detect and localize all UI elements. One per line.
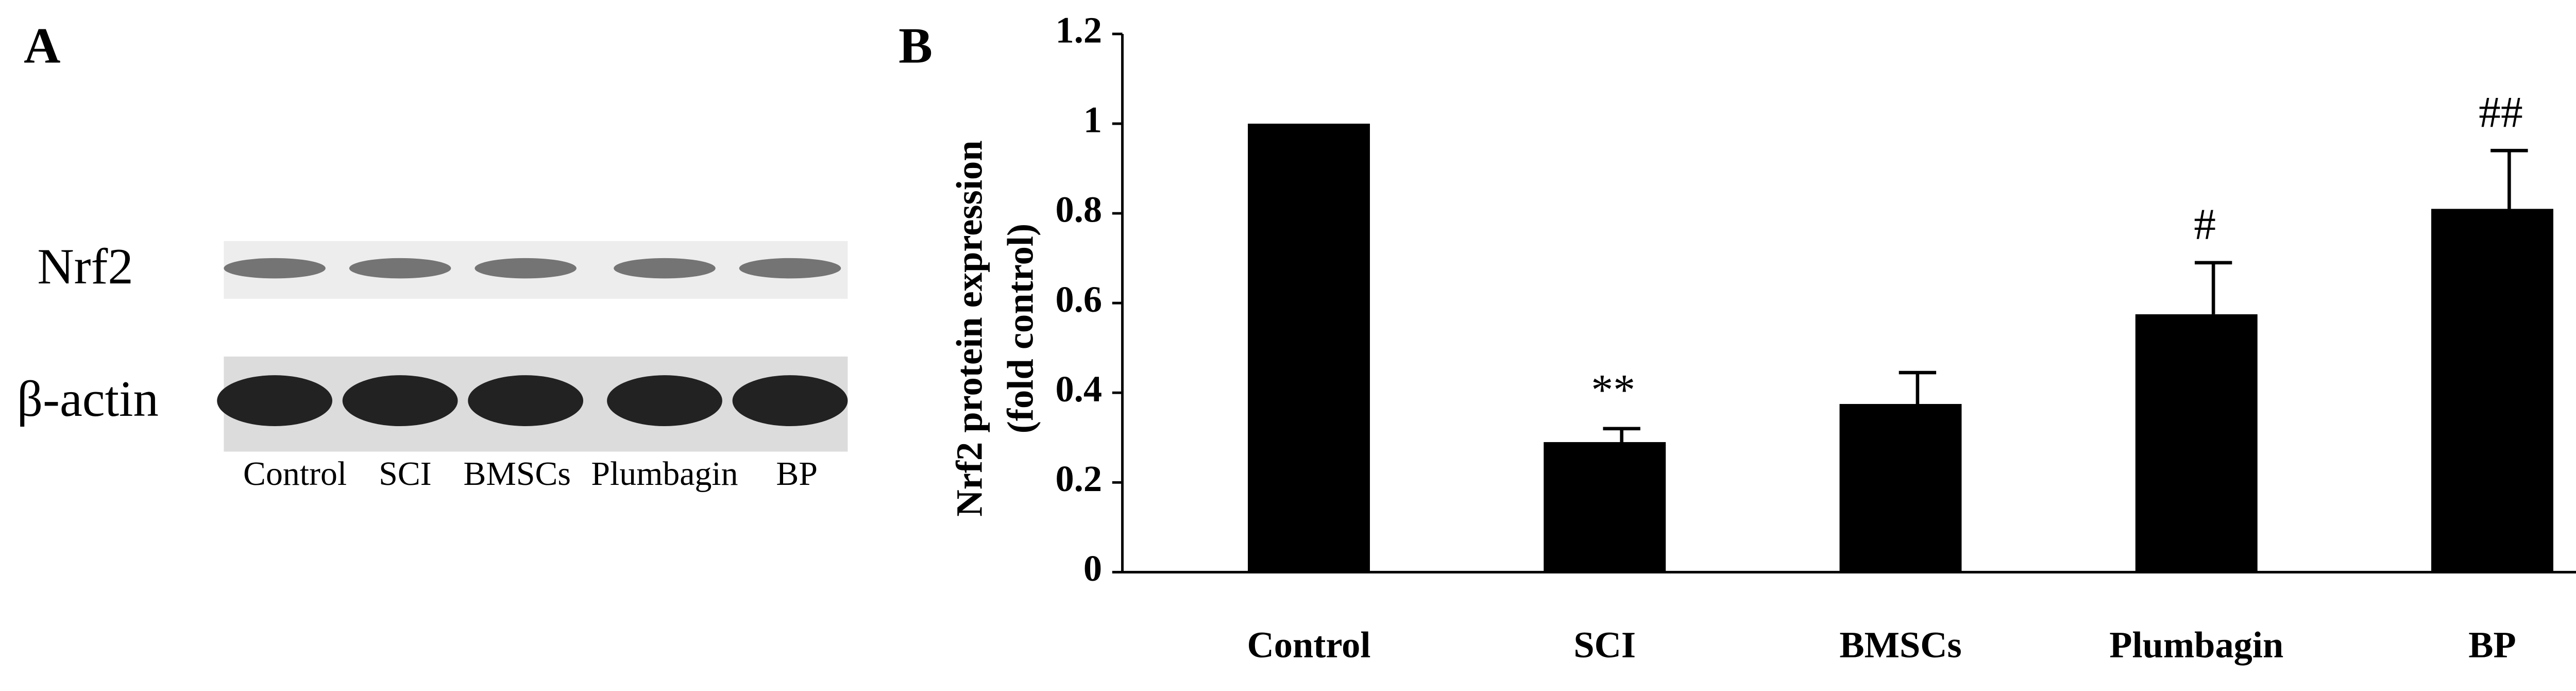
error-bar <box>2194 261 2232 314</box>
y-tick-label: 0 <box>1083 547 1102 589</box>
y-tick-label: 0.2 <box>1056 458 1102 499</box>
x-tick-label: Plumbagin <box>2109 623 2283 665</box>
band <box>474 258 577 279</box>
x-tick-label: BMSCs <box>1839 623 1961 665</box>
band <box>739 258 841 279</box>
panel-label: A <box>24 18 60 74</box>
x-tick-label: BP <box>2468 623 2516 665</box>
lane-label: Control <box>243 455 347 493</box>
bar <box>2431 209 2553 572</box>
error-bar <box>1603 427 1640 442</box>
bar <box>2135 314 2258 572</box>
error-bar <box>2490 148 2528 209</box>
y-tick-label: 1.2 <box>1056 9 1102 50</box>
lane-label: SCI <box>379 455 431 493</box>
band <box>607 375 722 427</box>
band <box>732 375 848 427</box>
blot-row-label: Nrf2 <box>37 239 133 295</box>
annotation: ** <box>1591 366 1635 415</box>
band <box>614 258 716 279</box>
blot-row-label: β-actin <box>17 371 159 427</box>
bar <box>1839 403 1962 572</box>
y-tick-label: 0.8 <box>1056 189 1102 230</box>
band <box>468 375 584 427</box>
error-bar <box>1899 370 1937 404</box>
band <box>349 258 451 279</box>
y-axis-label: Nrf2 protein expression <box>948 140 990 516</box>
band <box>342 375 458 427</box>
annotation: ## <box>2479 88 2523 137</box>
y-axis-label: (fold control) <box>999 224 1041 433</box>
bar <box>1544 442 1666 572</box>
lane-label: BP <box>776 455 817 493</box>
panel-label: B <box>899 18 933 74</box>
band <box>224 258 326 279</box>
y-tick-label: 0.4 <box>1056 368 1102 410</box>
y-tick-label: 1 <box>1083 99 1102 141</box>
x-tick-label: SCI <box>1573 623 1636 665</box>
y-tick-label: 0.6 <box>1056 278 1102 320</box>
band <box>217 375 332 427</box>
annotation: # <box>2194 200 2216 249</box>
lane-label: BMSCs <box>463 455 570 493</box>
lane-label: Plumbagin <box>591 455 738 493</box>
bar <box>1248 123 1370 572</box>
x-tick-label: Control <box>1247 623 1371 665</box>
